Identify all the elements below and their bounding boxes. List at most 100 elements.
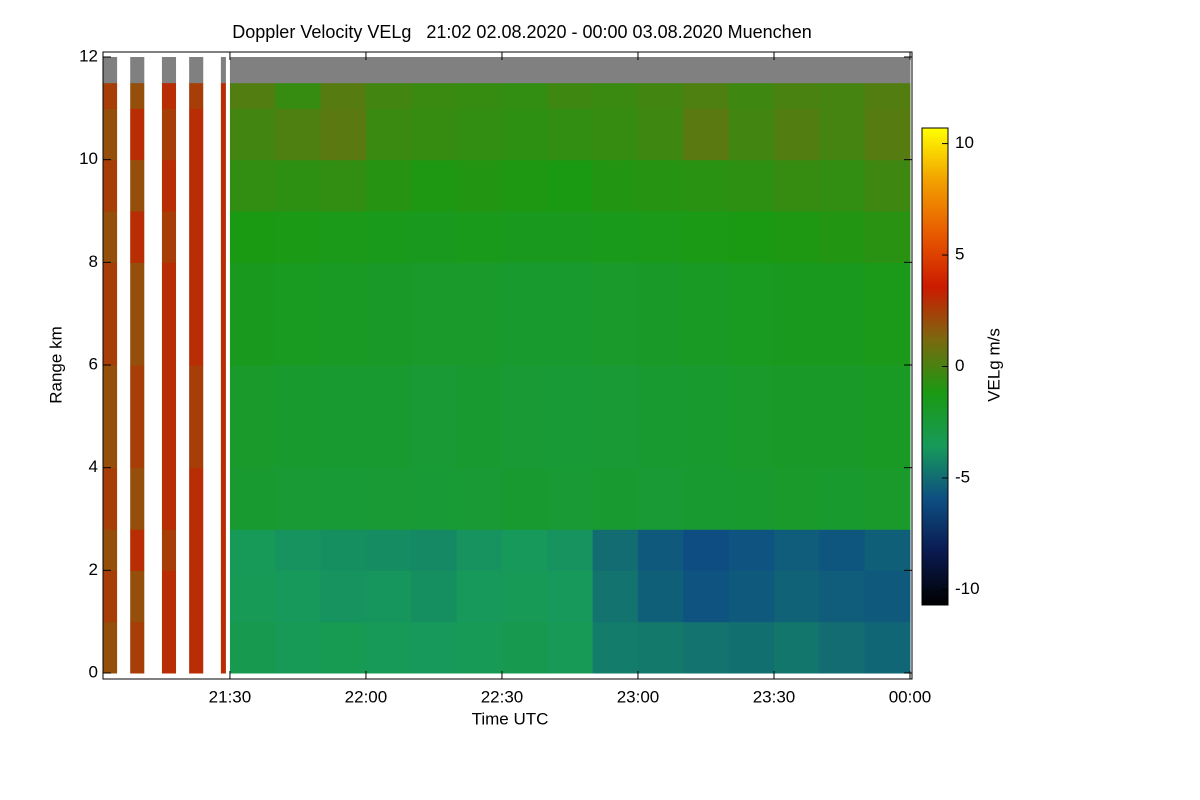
heat-cell bbox=[683, 467, 730, 530]
heat-cell bbox=[161, 262, 177, 366]
heat-cell bbox=[683, 262, 730, 366]
heat-cell bbox=[819, 159, 866, 212]
heat-cell bbox=[365, 262, 412, 366]
heat-cell bbox=[592, 262, 639, 366]
heat-cell bbox=[637, 570, 684, 623]
heat-cell bbox=[501, 82, 548, 109]
heat-cell bbox=[189, 570, 204, 623]
heat-cell bbox=[411, 211, 458, 263]
heat-cell bbox=[819, 621, 866, 674]
heat-cell bbox=[130, 365, 145, 469]
heat-cell bbox=[220, 570, 226, 623]
heat-cell bbox=[819, 570, 866, 623]
heat-cell bbox=[728, 529, 775, 571]
heat-cell bbox=[229, 159, 276, 212]
no-data-cell bbox=[773, 57, 820, 84]
heat-cell bbox=[103, 365, 118, 469]
heat-cell bbox=[773, 365, 820, 469]
heat-cell bbox=[411, 621, 458, 674]
heat-cell bbox=[365, 211, 412, 263]
heat-cell bbox=[229, 365, 276, 469]
heat-cell bbox=[130, 159, 145, 212]
heat-cell bbox=[161, 529, 177, 571]
no-data-cell bbox=[728, 57, 775, 84]
colorbar-tick-label: -5 bbox=[955, 467, 970, 486]
heat-cell bbox=[220, 211, 226, 263]
heat-cell bbox=[592, 159, 639, 212]
heat-cell bbox=[728, 365, 775, 469]
no-data-cell bbox=[547, 57, 594, 84]
heat-cell bbox=[220, 467, 226, 530]
heat-cell bbox=[275, 211, 322, 263]
heat-cell bbox=[220, 159, 226, 212]
heat-cell bbox=[229, 108, 276, 161]
heat-cell bbox=[365, 529, 412, 571]
heat-cell bbox=[103, 529, 118, 571]
heat-cell bbox=[456, 108, 503, 161]
heat-cell bbox=[320, 570, 367, 623]
heat-cell bbox=[773, 108, 820, 161]
heat-cell bbox=[864, 211, 911, 263]
heat-cell bbox=[130, 570, 145, 623]
heat-cell bbox=[229, 467, 276, 530]
heat-cell bbox=[547, 365, 594, 469]
heat-cell bbox=[411, 108, 458, 161]
heat-cell bbox=[592, 211, 639, 263]
heat-cell bbox=[365, 365, 412, 469]
heat-cell bbox=[501, 621, 548, 674]
heat-cell bbox=[637, 262, 684, 366]
heat-cell bbox=[637, 82, 684, 109]
chart-title: Doppler Velocity VELg 21:02 02.08.2020 -… bbox=[232, 22, 811, 42]
heat-cell bbox=[547, 570, 594, 623]
heat-cell bbox=[189, 529, 204, 571]
heat-cell bbox=[161, 621, 177, 674]
heat-cell bbox=[161, 82, 177, 109]
heatmap bbox=[103, 57, 911, 674]
heat-cell bbox=[161, 570, 177, 623]
heat-cell bbox=[130, 82, 145, 109]
heat-cell bbox=[411, 159, 458, 212]
heat-cell bbox=[189, 159, 204, 212]
heat-cell bbox=[411, 529, 458, 571]
heat-cell bbox=[411, 82, 458, 109]
heat-cell bbox=[864, 570, 911, 623]
heat-cell bbox=[220, 108, 226, 161]
heat-cell bbox=[773, 467, 820, 530]
heat-cell bbox=[773, 262, 820, 366]
heat-cell bbox=[501, 108, 548, 161]
heat-cell bbox=[683, 82, 730, 109]
heat-cell bbox=[637, 621, 684, 674]
heat-cell bbox=[456, 159, 503, 212]
heat-cell bbox=[728, 159, 775, 212]
heat-cell bbox=[773, 621, 820, 674]
y-tick-label: 6 bbox=[89, 354, 98, 373]
heat-cell bbox=[501, 570, 548, 623]
heat-cell bbox=[819, 262, 866, 366]
heat-cell bbox=[547, 159, 594, 212]
heat-cell bbox=[637, 108, 684, 161]
heat-cell bbox=[161, 108, 177, 161]
colorbar-tick-label: 0 bbox=[955, 356, 964, 375]
heat-cell bbox=[130, 467, 145, 530]
heat-cell bbox=[275, 365, 322, 469]
no-data-cell bbox=[683, 57, 730, 84]
no-data-cell bbox=[592, 57, 639, 84]
heat-cell bbox=[864, 365, 911, 469]
colorbar-tick-label: 5 bbox=[955, 245, 964, 264]
heat-cell bbox=[365, 108, 412, 161]
x-tick-label: 23:30 bbox=[753, 687, 796, 706]
heat-cell bbox=[275, 529, 322, 571]
heat-cell bbox=[161, 211, 177, 263]
heat-cell bbox=[501, 467, 548, 530]
heat-cell bbox=[189, 365, 204, 469]
colorbar-tick-label: 10 bbox=[955, 133, 974, 152]
heat-cell bbox=[683, 365, 730, 469]
heat-cell bbox=[819, 467, 866, 530]
y-axis-label: Range km bbox=[46, 326, 65, 403]
heat-cell bbox=[220, 621, 226, 674]
heat-cell bbox=[819, 82, 866, 109]
heat-cell bbox=[592, 108, 639, 161]
heat-cell bbox=[411, 365, 458, 469]
heat-cell bbox=[161, 365, 177, 469]
